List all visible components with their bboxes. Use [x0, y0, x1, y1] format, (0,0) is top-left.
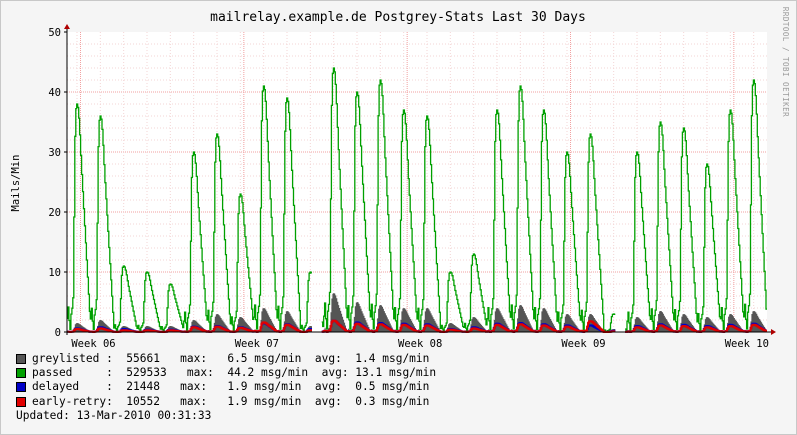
y-tick-label: 40	[48, 87, 61, 99]
legend-item-delayed: delayed : 21448 max: 1.9 msg/min avg: 0.…	[16, 380, 436, 394]
x-tick-label: Week 09	[561, 338, 605, 350]
x-tick-label: Week 07	[235, 338, 279, 350]
updated-timestamp: Updated: 13-Mar-2010 00:31:33	[16, 408, 212, 422]
legend-item-greylisted: greylisted : 55661 max: 6.5 msg/min avg:…	[16, 352, 436, 366]
legend-text: delayed : 21448 max: 1.9 msg/min avg: 0.…	[32, 380, 430, 394]
y-tick-label: 0	[55, 327, 61, 339]
passed-line	[321, 67, 616, 333]
chart-title: mailrelay.example.de Postgrey-Stats Last…	[210, 10, 586, 25]
greylisted-swatch	[16, 354, 26, 365]
legend-text: early-retry: 10552 max: 1.9 msg/min avg:…	[32, 394, 430, 408]
delayed-swatch	[16, 382, 26, 393]
plot-area	[67, 32, 767, 332]
legend: greylisted : 55661 max: 6.5 msg/min avg:…	[16, 352, 436, 423]
tick-labels: 0 10 20 30 40 50 Week 06 Week 07 Week 08 Week 09 W…	[48, 27, 769, 350]
passed-swatch	[16, 368, 26, 379]
y-axis-label: Mails/Min	[10, 155, 22, 212]
x-tick-label: Week 06	[71, 338, 115, 350]
x-tick-label: Week 10	[725, 338, 769, 350]
legend-text: passed : 529533 max: 44.2 msg/min avg: 1…	[32, 366, 437, 380]
early-retry-line	[67, 321, 312, 333]
series-layer	[67, 67, 767, 333]
x-tick-label: Week 08	[398, 338, 442, 350]
greylisted-area	[321, 293, 616, 332]
legend-item-early-retry: early-retry: 10552 max: 1.9 msg/min avg:…	[16, 395, 436, 409]
watermark: RRDTOOL / TOBI OETIKER	[781, 7, 790, 117]
y-axis-arrow	[64, 24, 70, 29]
axes	[64, 24, 776, 335]
greylisted-area	[67, 308, 312, 332]
legend-text: greylisted : 55661 max: 6.5 msg/min avg:…	[32, 352, 430, 365]
x-axis-arrow	[771, 329, 776, 335]
passed-line	[625, 79, 767, 332]
y-tick-label: 50	[48, 27, 61, 39]
grid	[67, 32, 767, 332]
legend-item-passed: passed : 529533 max: 44.2 msg/min avg: 1…	[16, 366, 436, 380]
passed-line	[67, 85, 312, 333]
y-tick-label: 10	[48, 267, 61, 279]
y-tick-label: 30	[48, 147, 61, 159]
early-retry-swatch	[16, 396, 26, 407]
y-tick-label: 20	[48, 207, 61, 219]
